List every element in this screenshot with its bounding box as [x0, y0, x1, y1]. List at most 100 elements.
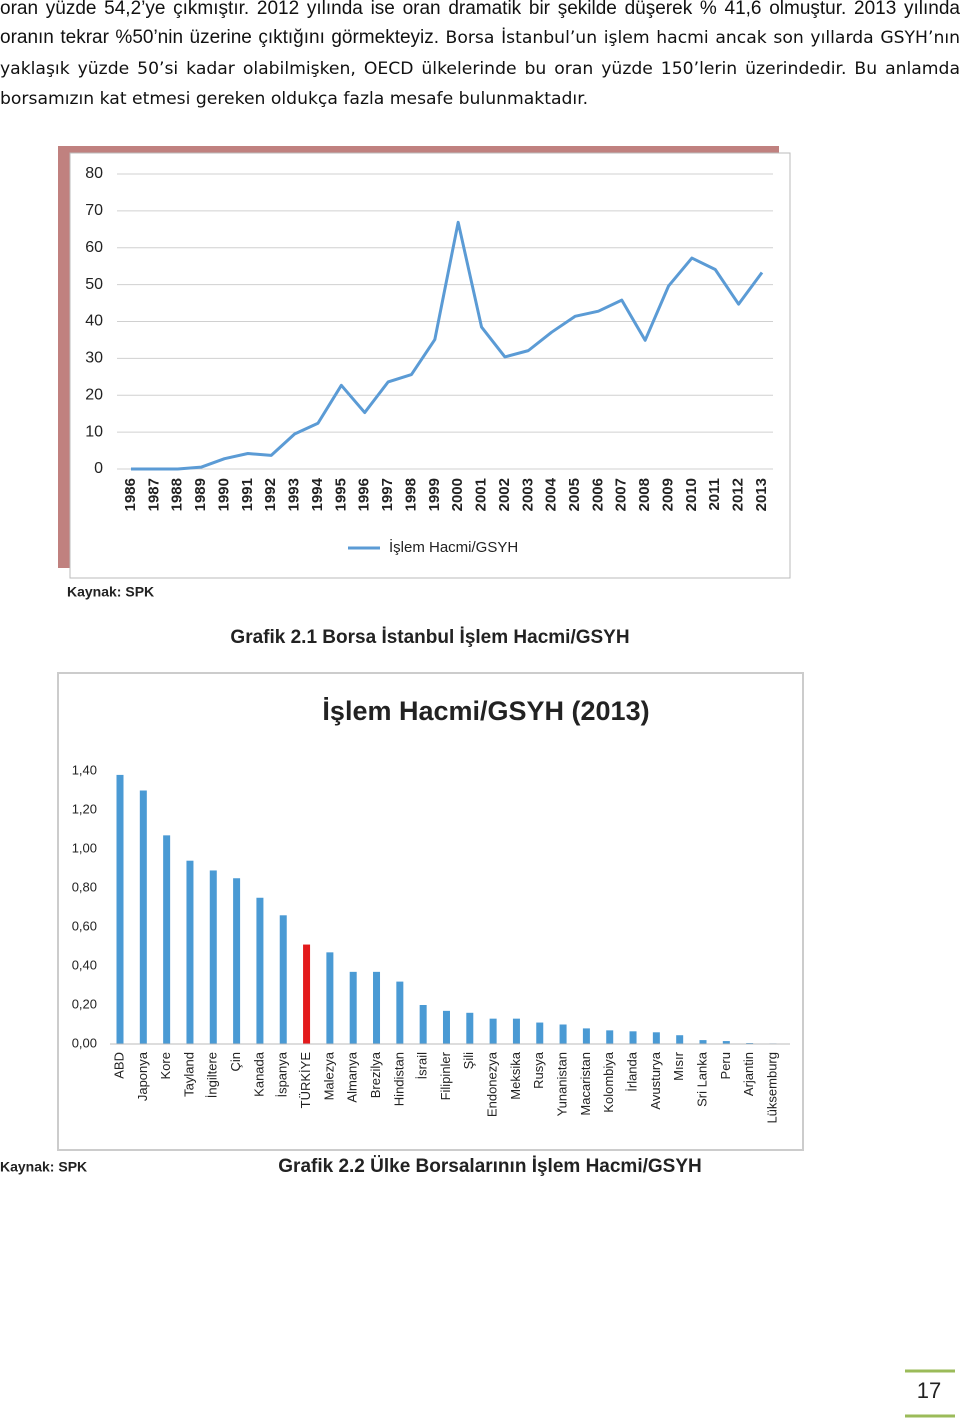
- x-tick-label: 2002: [496, 478, 513, 511]
- x-tick-label: 2013: [753, 478, 770, 511]
- x-tick-label: 2005: [566, 478, 583, 511]
- bar: [606, 1030, 614, 1044]
- y-tick-label: 10: [85, 423, 103, 440]
- bar: [139, 790, 147, 1044]
- bar: [512, 1018, 520, 1044]
- bar: [349, 971, 357, 1044]
- x-tick-label: 1987: [145, 478, 162, 511]
- y-tick-label: 0,80: [72, 879, 97, 894]
- x-tick-label: Brezilya: [368, 1051, 383, 1098]
- chart-title: İşlem Hacmi/GSYH (2013): [322, 696, 649, 726]
- page-number: 17: [917, 1378, 941, 1403]
- x-tick-label: 2003: [519, 478, 536, 511]
- x-tick-label: 1988: [169, 478, 186, 511]
- bar: [419, 1005, 427, 1044]
- x-tick-label: 1989: [192, 478, 209, 511]
- x-tick-label: Mısır: [671, 1051, 686, 1081]
- source: Kaynak: SPK: [67, 584, 154, 600]
- paragraph-part: Borsa İstanbul’un işlem hacmi ancak son …: [0, 28, 960, 110]
- x-tick-label: İsrail: [415, 1052, 430, 1080]
- y-tick-label: 50: [85, 276, 103, 293]
- x-tick-label: Malezya: [321, 1051, 336, 1100]
- x-tick-label: Meksika: [508, 1051, 523, 1099]
- x-tick-label: Macaristan: [578, 1052, 593, 1116]
- bar: [722, 1041, 730, 1044]
- bar: [536, 1022, 544, 1044]
- x-tick-label: 2006: [589, 478, 606, 511]
- legend-label: İşlem Hacmi/GSYH: [389, 538, 518, 556]
- x-tick-label: 2011: [706, 478, 723, 511]
- x-tick-label: 2008: [636, 478, 653, 511]
- paragraph-part: oran yüzde 54,2’ye çıkmıştır. 2012 yılın…: [0, 0, 960, 49]
- x-tick-label: TÜRKİYE: [298, 1052, 313, 1109]
- x-tick-label: 2009: [659, 478, 676, 511]
- x-tick-label: ABD: [111, 1052, 126, 1079]
- y-tick-label: 60: [85, 239, 103, 256]
- bar: [233, 878, 241, 1044]
- chart-frame: [57, 672, 804, 1151]
- x-tick-label: 1995: [332, 478, 349, 511]
- x-tick-label: Hindistan: [391, 1052, 406, 1106]
- x-tick-label: 1999: [426, 478, 443, 511]
- y-tick-label: 0,20: [72, 996, 97, 1011]
- bar: [303, 944, 311, 1044]
- bar: [442, 1010, 450, 1044]
- x-tick-label: Arjantin: [741, 1052, 756, 1096]
- x-tick-label: 1996: [356, 478, 373, 511]
- x-tick-label: 1998: [402, 478, 419, 511]
- bar: [326, 952, 334, 1044]
- x-tick-label: 2000: [449, 478, 466, 511]
- caption: Grafik 2.1 Borsa İstanbul İşlem Hacmi/GS…: [230, 627, 629, 648]
- x-tick-label: 2004: [543, 477, 560, 511]
- x-tick-label: Almanya: [345, 1051, 360, 1102]
- bar: [629, 1031, 637, 1044]
- x-tick-label: Japonya: [135, 1051, 150, 1101]
- bar: [256, 897, 264, 1044]
- bar: [676, 1035, 684, 1044]
- y-tick-label: 1,40: [72, 762, 97, 777]
- x-tick-label: İngiltere: [205, 1052, 220, 1098]
- x-tick-label: 2007: [613, 478, 630, 511]
- bar: [489, 1018, 497, 1044]
- x-tick-label: 1992: [262, 478, 279, 511]
- x-tick-label: Çin: [228, 1052, 243, 1072]
- x-tick-label: Lüksemburg: [764, 1052, 779, 1124]
- caption: Grafik 2.2 Ülke Borsalarının İşlem Hacmi…: [278, 1156, 701, 1177]
- x-tick-label: Kanada: [251, 1051, 266, 1097]
- bar: [396, 981, 404, 1044]
- bar: [699, 1040, 707, 1044]
- y-tick-label: 20: [85, 386, 103, 403]
- bar: [559, 1024, 567, 1044]
- y-tick-label: 1,00: [72, 840, 97, 855]
- y-tick-label: 1,20: [72, 801, 97, 816]
- bar: [279, 915, 287, 1044]
- bar: [466, 1012, 474, 1044]
- bar: [373, 971, 381, 1044]
- bar: [186, 860, 194, 1044]
- y-tick-label: 0,60: [72, 918, 97, 933]
- x-tick-label: 1994: [309, 477, 326, 511]
- x-tick-label: Rusya: [531, 1051, 546, 1089]
- bar: [209, 870, 217, 1044]
- bar: [163, 835, 171, 1044]
- data-line: [131, 220, 764, 471]
- y-tick-label: 0,40: [72, 957, 97, 972]
- y-tick-label: 30: [85, 350, 103, 367]
- x-tick-label: 1990: [215, 478, 232, 511]
- y-tick-label: 0: [94, 460, 103, 477]
- x-tick-label: Yunanistan: [555, 1052, 570, 1116]
- x-tick-label: 1993: [286, 478, 303, 511]
- x-tick-label: 1991: [239, 478, 256, 511]
- x-tick-label: Şili: [461, 1052, 476, 1069]
- x-tick-label: 1986: [122, 478, 139, 511]
- bar: [652, 1032, 660, 1044]
- x-tick-label: Kore: [158, 1052, 173, 1079]
- y-tick-label: 0,00: [72, 1035, 97, 1050]
- x-tick-label: İrlanda: [624, 1051, 639, 1092]
- y-tick-label: 80: [85, 165, 103, 182]
- y-tick-label: 70: [85, 202, 103, 219]
- x-tick-label: İspanya: [275, 1051, 290, 1097]
- x-tick-label: Sri Lanka: [694, 1051, 709, 1107]
